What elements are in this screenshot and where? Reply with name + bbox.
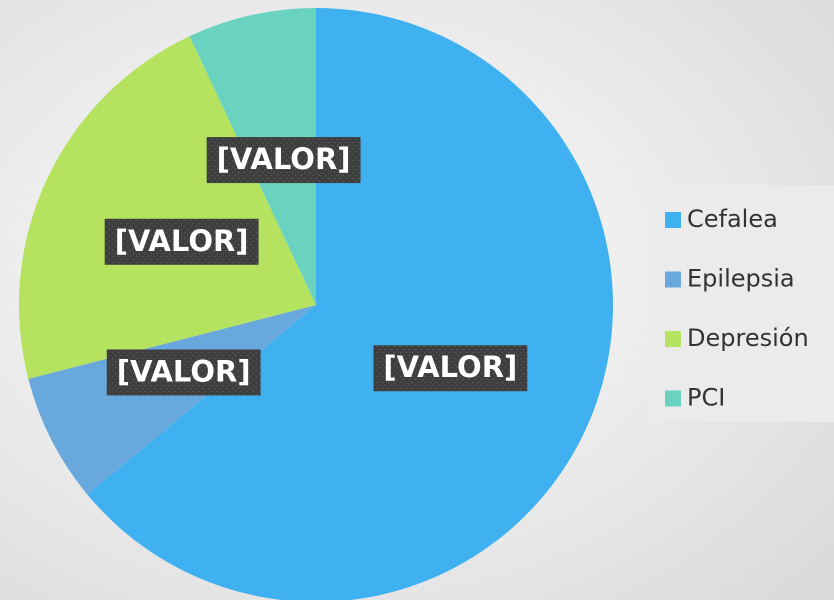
data-label-box — [206, 137, 361, 184]
data-label: [VALOR] — [206, 137, 361, 184]
legend-swatch — [665, 390, 681, 407]
data-label-box — [373, 345, 528, 392]
data-label-text: [VALOR] — [217, 142, 351, 176]
data-label-text: [VALOR] — [115, 224, 249, 258]
legend-label: Cefalea — [687, 205, 778, 233]
data-label-text: [VALOR] — [383, 350, 517, 384]
legend-label: Epilepsia — [687, 265, 795, 293]
legend-swatch — [665, 331, 681, 347]
data-label-text: [VALOR] — [117, 354, 251, 388]
legend-swatch — [665, 212, 681, 228]
data-label-box — [106, 349, 261, 396]
data-label: [VALOR] — [106, 349, 261, 396]
data-label: [VALOR] — [104, 218, 259, 265]
legend-label: PCI — [687, 384, 725, 412]
pie-slice — [87, 8, 613, 600]
pie-slice — [18, 36, 316, 379]
legend-swatch — [665, 271, 681, 288]
data-label: [VALOR] — [373, 345, 528, 392]
data-label-box — [104, 218, 259, 265]
legend-label: Depresión — [687, 324, 809, 352]
